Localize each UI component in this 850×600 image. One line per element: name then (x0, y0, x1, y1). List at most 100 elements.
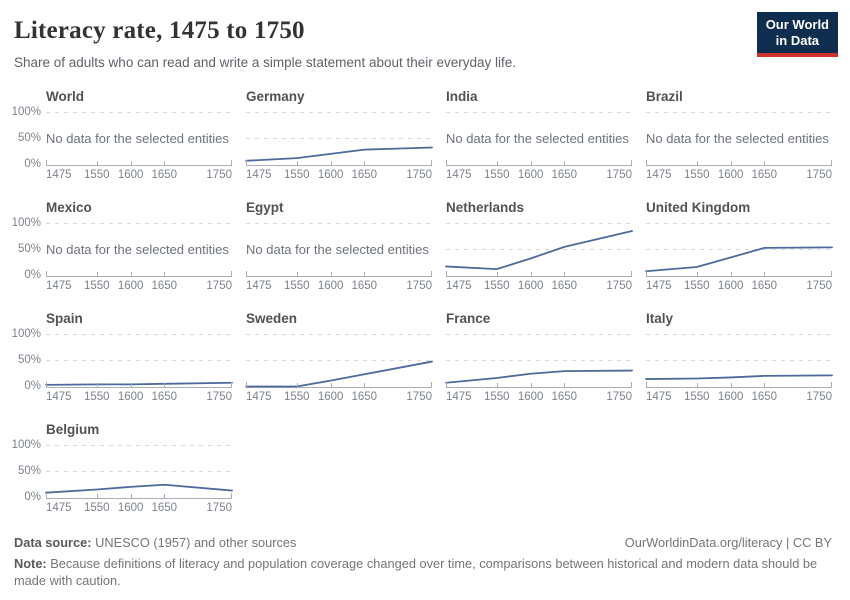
line-series (46, 445, 232, 498)
y-axis-labels: 100% 50% 0% (12, 328, 46, 392)
gridline-100 (646, 223, 832, 224)
x-axis-tick (330, 272, 332, 276)
x-axis-tick (564, 161, 566, 165)
x-tick-label: 1750 (406, 280, 432, 292)
x-axis-labels: 1475 1550 1600 1650 1750 (246, 391, 432, 404)
x-tick-label: 1600 (117, 280, 144, 292)
x-tick-label: 1750 (806, 169, 832, 181)
x-axis-tick (96, 161, 98, 165)
line-series (446, 223, 632, 276)
axis-endcap (46, 160, 47, 165)
x-axis-tick (564, 383, 566, 387)
x-axis-tick (96, 494, 98, 498)
x-tick-label: 1550 (483, 169, 510, 181)
x-tick-label: 1750 (206, 280, 232, 292)
literacy-line (646, 375, 832, 379)
axis-endcap (631, 382, 632, 387)
plot-area[interactable]: No data for the selected entities (46, 112, 232, 166)
x-tick-label: 1600 (517, 169, 544, 181)
literacy-line (446, 371, 632, 383)
no-data-message: No data for the selected entities (446, 130, 629, 147)
plot-area[interactable] (646, 223, 832, 277)
axis-endcap (831, 271, 832, 276)
x-tick-label: 1600 (317, 280, 344, 292)
plot-area[interactable] (246, 112, 432, 166)
x-tick-label: 1650 (551, 169, 578, 181)
line-series (46, 334, 232, 387)
no-data-message: No data for the selected entities (246, 241, 429, 258)
x-tick-label: 1550 (283, 280, 310, 292)
data-source-label: Data source: (14, 535, 92, 550)
no-data-message: No data for the selected entities (46, 130, 229, 147)
x-tick-label: 1475 (46, 169, 72, 181)
x-tick-label: 1550 (83, 391, 110, 403)
plot-area[interactable] (446, 223, 632, 277)
literacy-line (446, 231, 632, 269)
footer-link[interactable]: OurWorldinData.org/literacy | CC BY (624, 535, 832, 550)
gridline-100 (246, 112, 432, 113)
x-tick-label: 1750 (606, 169, 632, 181)
gridline-100 (46, 445, 232, 446)
plot-area[interactable]: No data for the selected entities (646, 112, 832, 166)
x-tick-label: 1475 (446, 280, 472, 292)
gridline-50 (246, 360, 432, 361)
x-tick-label: 1650 (351, 280, 378, 292)
line-series (246, 334, 432, 387)
x-tick-label: 1550 (483, 280, 510, 292)
panel-title: World (46, 89, 84, 104)
x-tick-label: 1750 (206, 169, 232, 181)
x-tick-label: 1650 (151, 280, 178, 292)
x-axis-tick (496, 383, 498, 387)
x-tick-label: 1550 (83, 502, 110, 514)
x-tick-label: 1750 (806, 280, 832, 292)
axis-endcap (446, 271, 447, 276)
note-label: Note: (14, 556, 47, 571)
plot-area[interactable] (446, 334, 632, 388)
x-axis-tick (730, 272, 732, 276)
x-tick-label: 1650 (151, 169, 178, 181)
plot-area[interactable]: No data for the selected entities (46, 223, 232, 277)
footer-note: Note: Because definitions of literacy an… (14, 555, 832, 589)
plot-area[interactable] (46, 334, 232, 388)
x-tick-label: 1650 (751, 391, 778, 403)
no-data-message: No data for the selected entities (646, 130, 829, 147)
gridline-50 (646, 249, 832, 250)
plot-area[interactable] (646, 334, 832, 388)
x-axis-tick (530, 272, 532, 276)
x-axis-tick (730, 383, 732, 387)
x-tick-label: 1650 (151, 502, 178, 514)
x-axis-tick (564, 272, 566, 276)
plot-area[interactable] (46, 445, 232, 499)
x-axis-labels: 1475 1550 1600 1650 1750 (246, 169, 432, 182)
page-title: Literacy rate, 1475 to 1750 (14, 17, 305, 44)
gridline-100 (646, 334, 832, 335)
plot-area[interactable]: No data for the selected entities (446, 112, 632, 166)
plot-area[interactable]: No data for the selected entities (246, 223, 432, 277)
x-axis-tick (130, 494, 132, 498)
x-tick-label: 1475 (646, 169, 672, 181)
axis-endcap (631, 160, 632, 165)
x-tick-label: 1475 (46, 280, 72, 292)
chart-panel: 100% 50% 0% Belgium 1475 1550 1600 1650 1750 (12, 421, 232, 515)
x-axis-tick (696, 272, 698, 276)
plot-area[interactable] (246, 334, 432, 388)
x-tick-label: 1475 (246, 280, 272, 292)
x-tick-label: 1550 (683, 391, 710, 403)
panel-title: Netherlands (446, 200, 525, 215)
x-axis-tick (496, 272, 498, 276)
x-tick-label: 1600 (717, 280, 744, 292)
gridline-100 (446, 112, 632, 113)
y-tick-label: 0% (24, 491, 41, 503)
panel-title: Sweden (246, 311, 298, 326)
gridline-100 (46, 334, 232, 335)
owid-logo[interactable]: Our World in Data (756, 12, 838, 57)
x-tick-label: 1650 (551, 391, 578, 403)
y-tick-label: 100% (11, 217, 41, 229)
axis-endcap (246, 271, 247, 276)
axis-endcap (446, 382, 447, 387)
gridline-50 (46, 471, 232, 472)
